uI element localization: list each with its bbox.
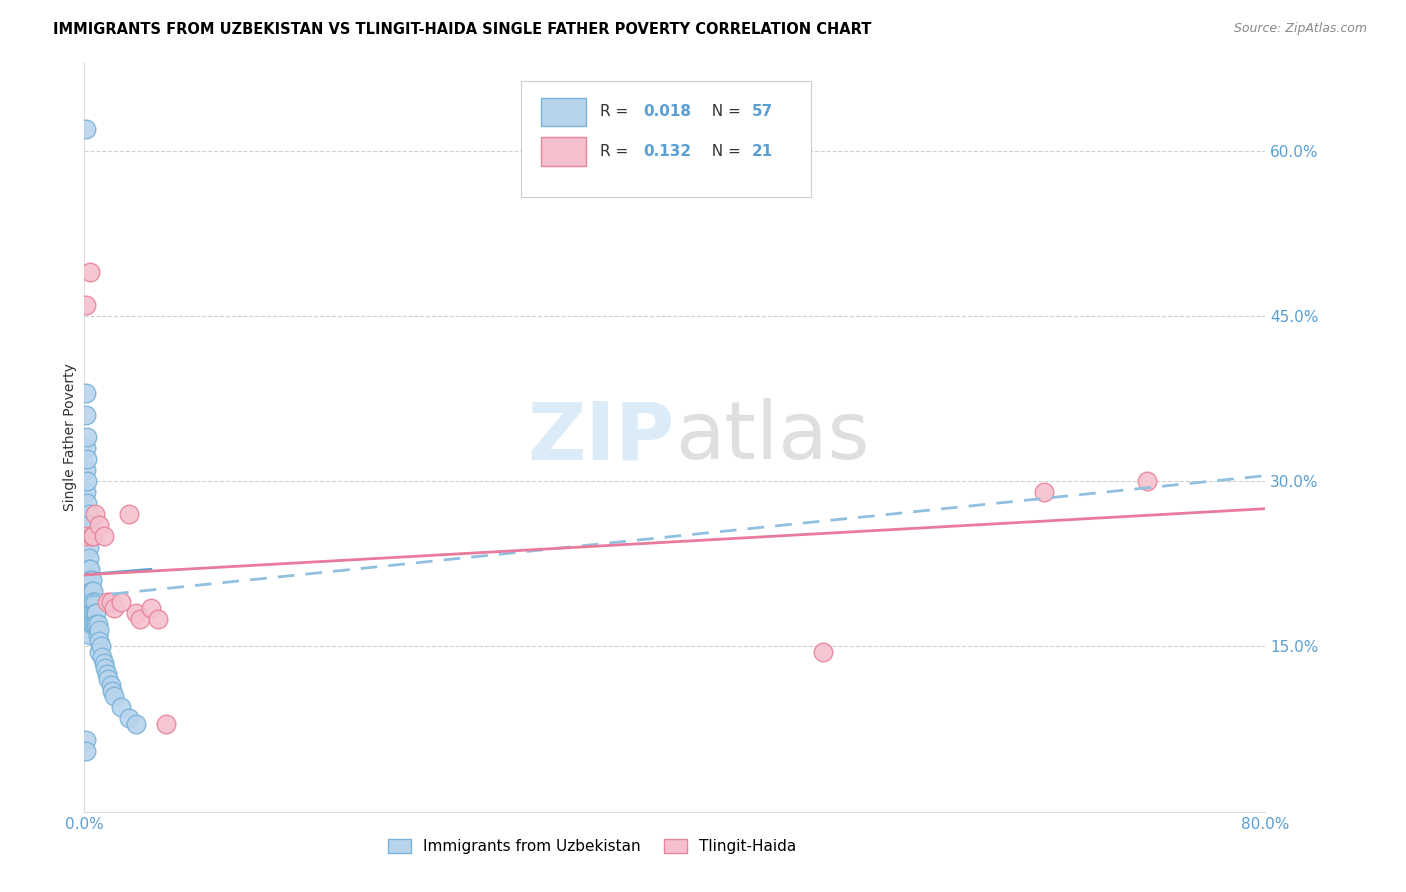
Point	[87, 645, 111, 659]
Point	[84, 607, 107, 621]
Point	[77, 541, 100, 555]
Point	[83, 617, 105, 632]
Point	[86, 617, 108, 632]
Point	[75, 744, 97, 758]
Text: N =: N =	[702, 104, 745, 120]
Point	[80, 584, 103, 599]
Point	[80, 574, 103, 588]
Point	[76, 452, 98, 467]
Point	[75, 733, 97, 747]
Point	[80, 617, 103, 632]
Point	[82, 529, 104, 543]
Point	[82, 607, 104, 621]
Text: 0.018: 0.018	[643, 104, 690, 120]
Point	[100, 595, 122, 609]
Point	[148, 612, 170, 626]
Point	[76, 474, 98, 488]
Point	[83, 607, 105, 621]
Text: N =: N =	[702, 145, 745, 159]
Point	[87, 518, 111, 533]
Text: Source: ZipAtlas.com: Source: ZipAtlas.com	[1233, 22, 1367, 36]
Point	[76, 430, 98, 444]
Point	[97, 673, 120, 687]
Point	[77, 574, 100, 588]
Point	[96, 667, 118, 681]
Point	[118, 507, 141, 521]
Point	[75, 408, 97, 422]
Y-axis label: Single Father Poverty: Single Father Poverty	[63, 363, 77, 511]
Text: R =: R =	[600, 145, 634, 159]
Point	[75, 121, 97, 136]
Point	[155, 716, 177, 731]
Legend: Immigrants from Uzbekistan, Tlingit-Haida: Immigrants from Uzbekistan, Tlingit-Haid…	[382, 833, 803, 860]
Point	[82, 584, 104, 599]
Point	[79, 265, 101, 279]
Point	[86, 628, 108, 642]
Point	[79, 584, 101, 599]
Point	[139, 600, 162, 615]
Point	[110, 700, 132, 714]
Point	[93, 529, 115, 543]
Point	[82, 617, 104, 632]
Text: 57: 57	[752, 104, 773, 120]
Point	[77, 562, 100, 576]
Point	[129, 612, 152, 626]
Point	[77, 551, 100, 566]
Point	[811, 645, 834, 659]
Point	[125, 716, 148, 731]
Point	[87, 623, 111, 637]
Point	[83, 595, 105, 609]
FancyBboxPatch shape	[541, 97, 586, 126]
Point	[101, 683, 124, 698]
FancyBboxPatch shape	[541, 137, 586, 166]
Text: 21: 21	[752, 145, 773, 159]
Point	[96, 595, 118, 609]
Point	[79, 607, 101, 621]
Point	[77, 518, 100, 533]
Point	[79, 574, 101, 588]
Point	[118, 711, 141, 725]
Point	[75, 463, 97, 477]
Point	[80, 529, 103, 543]
Text: R =: R =	[600, 104, 634, 120]
Point	[79, 617, 101, 632]
Point	[75, 485, 97, 500]
Point	[103, 600, 125, 615]
Point	[79, 595, 101, 609]
Point	[75, 386, 97, 401]
Point	[82, 595, 104, 609]
Point	[75, 441, 97, 455]
Point	[75, 529, 97, 543]
Point	[79, 628, 101, 642]
Point	[1033, 485, 1056, 500]
Text: 0.132: 0.132	[643, 145, 692, 159]
Point	[77, 507, 100, 521]
Text: IMMIGRANTS FROM UZBEKISTAN VS TLINGIT-HAIDA SINGLE FATHER POVERTY CORRELATION CH: IMMIGRANTS FROM UZBEKISTAN VS TLINGIT-HA…	[53, 22, 872, 37]
Point	[87, 634, 111, 648]
Point	[125, 607, 148, 621]
Point	[75, 298, 97, 312]
Point	[79, 562, 101, 576]
Text: ZIP: ZIP	[527, 398, 675, 476]
Point	[1136, 474, 1159, 488]
Point	[76, 518, 98, 533]
Point	[94, 661, 117, 675]
Text: atlas: atlas	[675, 398, 869, 476]
Point	[103, 689, 125, 703]
Point	[76, 496, 98, 510]
Point	[84, 617, 107, 632]
Point	[110, 595, 132, 609]
Point	[80, 607, 103, 621]
Point	[90, 640, 112, 654]
Point	[80, 595, 103, 609]
Point	[91, 650, 114, 665]
Point	[93, 656, 115, 670]
Point	[100, 678, 122, 692]
FancyBboxPatch shape	[522, 81, 811, 197]
Point	[83, 507, 105, 521]
